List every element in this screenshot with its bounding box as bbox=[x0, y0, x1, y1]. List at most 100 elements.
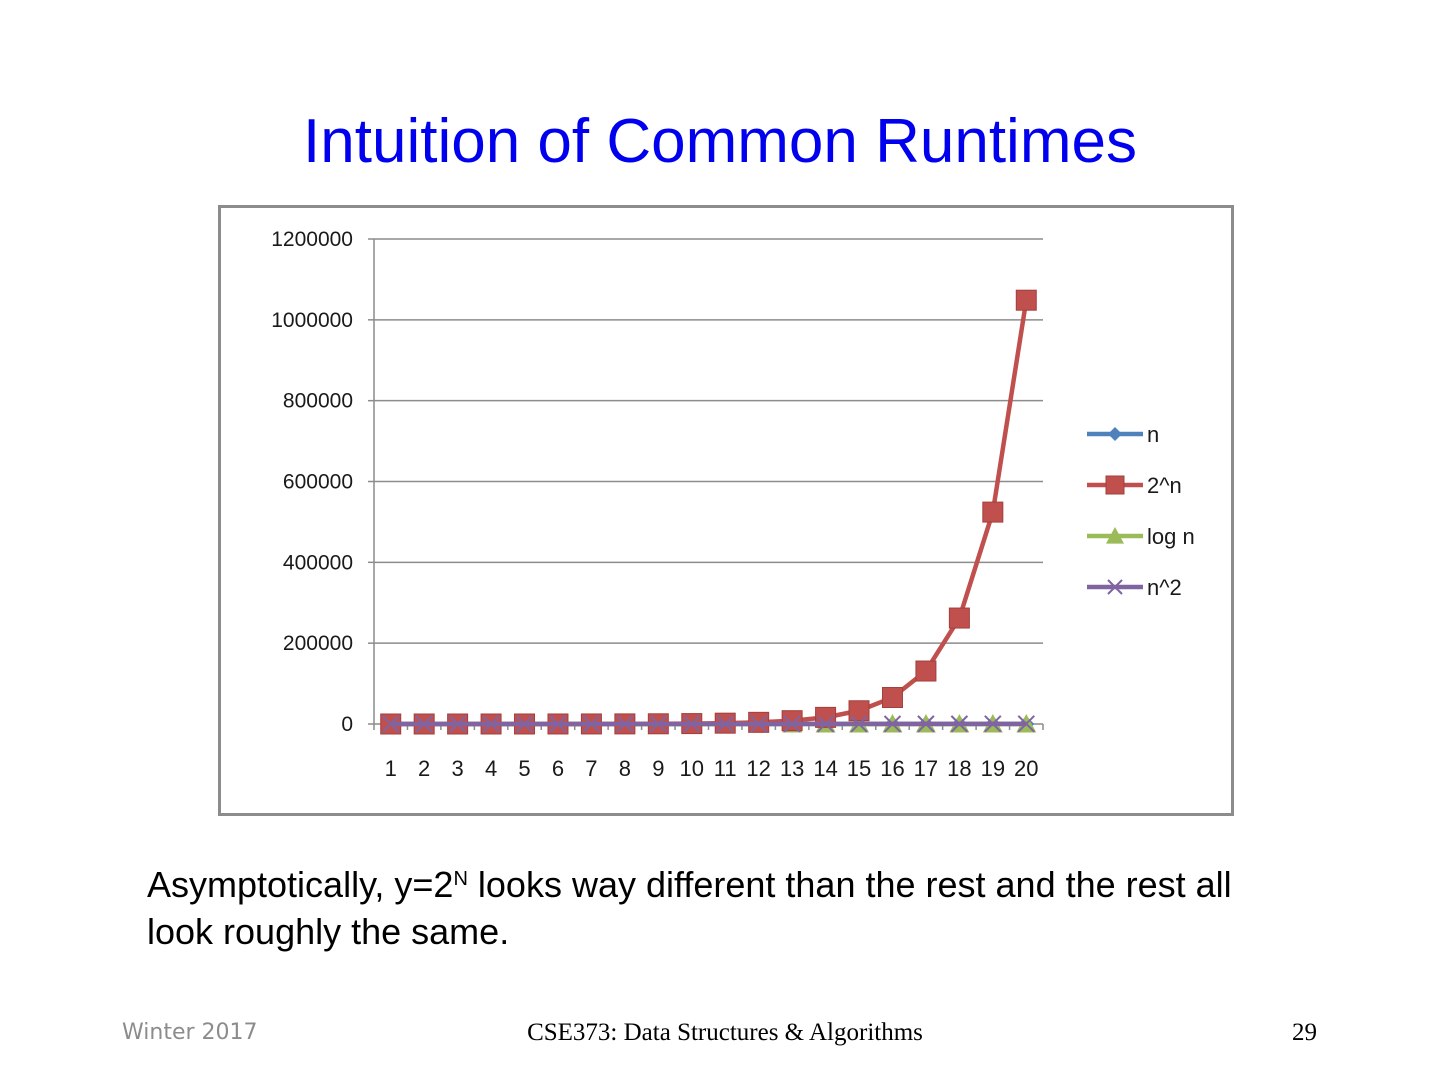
x-tick-label: 9 bbox=[652, 756, 664, 781]
legend-label: log n bbox=[1147, 524, 1195, 549]
data-point-2-n bbox=[881, 687, 903, 709]
x-tick-label: 3 bbox=[452, 756, 464, 781]
x-tick-label: 16 bbox=[880, 756, 904, 781]
data-point-n-2 bbox=[448, 715, 467, 733]
data-point-n-2 bbox=[582, 715, 601, 733]
data-point-n-2 bbox=[649, 715, 668, 733]
data-point-n-2-stroke bbox=[783, 715, 801, 733]
y-tick-label: 1200000 bbox=[271, 228, 353, 251]
data-point-n-2 bbox=[1017, 715, 1035, 733]
data-point-n-2 bbox=[883, 715, 902, 733]
legend-marker bbox=[1108, 427, 1122, 441]
data-point-n-2 bbox=[415, 715, 433, 733]
legend-item-n: n bbox=[1087, 422, 1159, 447]
caption-superscript: N bbox=[453, 868, 468, 890]
data-point-n-2 bbox=[749, 715, 768, 733]
data-point-n-2-stroke bbox=[816, 715, 835, 733]
y-tick-label: 400000 bbox=[283, 551, 353, 574]
data-point-n-2 bbox=[515, 715, 534, 733]
legend-marker bbox=[1107, 579, 1123, 595]
runtime-chart: 020000040000060000080000010000001200000 … bbox=[271, 228, 1195, 781]
data-point-n-2 bbox=[382, 715, 400, 733]
data-point-n-2-stroke bbox=[515, 715, 534, 733]
data-point-n-2-stroke bbox=[917, 715, 935, 733]
series-n-2 bbox=[382, 715, 1035, 733]
footer-course: CSE373: Data Structures & Algorithms bbox=[527, 1019, 923, 1046]
data-point-n-2 bbox=[984, 715, 1002, 733]
data-point-n-2 bbox=[917, 715, 935, 733]
data-point-n-2-stroke bbox=[850, 715, 868, 733]
slide-title: Intuition of Common Runtimes bbox=[303, 107, 1137, 176]
data-point-2-n bbox=[948, 607, 970, 629]
x-tick-label: 11 bbox=[714, 756, 737, 781]
legend-label: n^2 bbox=[1147, 575, 1182, 600]
y-tick-labels: 0 200000 400000 600000 800000 1000000 1200000 bbox=[271, 228, 353, 736]
data-point-2-n bbox=[982, 501, 1004, 523]
data-point-n-2-stroke bbox=[1017, 715, 1035, 733]
data-point-n-2-stroke bbox=[415, 715, 433, 733]
x-tick-label: 10 bbox=[680, 756, 704, 781]
legend-marker bbox=[1105, 475, 1125, 495]
x-tick-label: 12 bbox=[746, 756, 770, 781]
x-tick-label: 8 bbox=[619, 756, 631, 781]
data-point-2-n bbox=[781, 710, 803, 732]
chart-axes bbox=[368, 238, 1044, 730]
x-tick-label: 20 bbox=[1014, 756, 1038, 781]
data-point-2-n bbox=[848, 700, 870, 722]
data-point-2-n bbox=[915, 660, 937, 682]
chart-gridlines bbox=[374, 238, 1043, 644]
data-point-n-2 bbox=[683, 715, 701, 733]
data-point-n-2 bbox=[616, 715, 634, 733]
series-2-n bbox=[380, 289, 1037, 735]
legend-marker bbox=[1106, 527, 1124, 544]
legend-label: n bbox=[1147, 422, 1159, 447]
data-point-n-2-stroke bbox=[382, 715, 400, 733]
data-point-n-2-stroke bbox=[683, 715, 701, 733]
x-tick-label: 15 bbox=[847, 756, 871, 781]
data-point-n-2 bbox=[482, 715, 500, 733]
x-tick-label: 13 bbox=[780, 756, 804, 781]
data-point-n-2-stroke bbox=[883, 715, 902, 733]
legend-item-2-n: 2^n bbox=[1087, 473, 1182, 498]
y-tick-label: 0 bbox=[341, 713, 353, 736]
x-tick-labels: 1 2 3 4 5 6 7 8 9 10 11 12 13 14 15 16 17 18 19 20 bbox=[385, 756, 1039, 781]
data-point-n-2 bbox=[549, 715, 567, 733]
slide-caption: Asymptotically, y=2N looks way different… bbox=[147, 861, 1297, 955]
x-tick-label: 17 bbox=[914, 756, 938, 781]
footer-term: Winter 2017 bbox=[122, 1020, 258, 1045]
data-point-n-2-stroke bbox=[616, 715, 634, 733]
chart-series bbox=[380, 289, 1037, 735]
data-point-n-2-stroke bbox=[448, 715, 467, 733]
chart-frame: 0 200000 400000 600000 800000 1000000 1200000 … bbox=[218, 205, 1234, 816]
data-point-n-2 bbox=[783, 715, 801, 733]
y-tick-label: 1000000 bbox=[271, 309, 353, 332]
y-tick-label: 800000 bbox=[283, 390, 353, 413]
slide-number: 29 bbox=[1292, 1019, 1317, 1046]
caption-text-start: Asymptotically, y=2 bbox=[147, 864, 454, 905]
data-point-n-2 bbox=[816, 715, 835, 733]
data-point-n-2-stroke bbox=[950, 715, 969, 733]
y-tick-label: 200000 bbox=[283, 632, 353, 655]
x-tick-label: 18 bbox=[947, 756, 971, 781]
x-tick-label: 6 bbox=[552, 756, 564, 781]
data-point-n-2-stroke bbox=[716, 715, 734, 733]
x-tick-label: 7 bbox=[585, 756, 597, 781]
legend-item-log-n: log n bbox=[1087, 524, 1195, 549]
data-point-n-2-stroke bbox=[984, 715, 1002, 733]
series-line-2-n bbox=[390, 299, 1029, 727]
data-point-n-2-stroke bbox=[649, 715, 668, 733]
data-point-n-2-stroke bbox=[749, 715, 768, 733]
data-point-n-2-stroke bbox=[482, 715, 500, 733]
legend-marker-stroke bbox=[1107, 579, 1123, 595]
data-point-n-2 bbox=[716, 715, 734, 733]
x-tick-label: 19 bbox=[981, 756, 1005, 781]
legend-item-n-2: n^2 bbox=[1087, 575, 1182, 600]
x-tick-label: 1 bbox=[385, 756, 397, 781]
data-point-n-2-stroke bbox=[582, 715, 601, 733]
x-tick-label: 5 bbox=[518, 756, 530, 781]
data-point-2-n bbox=[1015, 289, 1037, 311]
chart-legend: n 2^n log n n^2 bbox=[1087, 422, 1195, 600]
y-tick-label: 600000 bbox=[283, 471, 353, 494]
legend-label: 2^n bbox=[1147, 473, 1182, 498]
x-tick-label: 4 bbox=[485, 756, 497, 781]
